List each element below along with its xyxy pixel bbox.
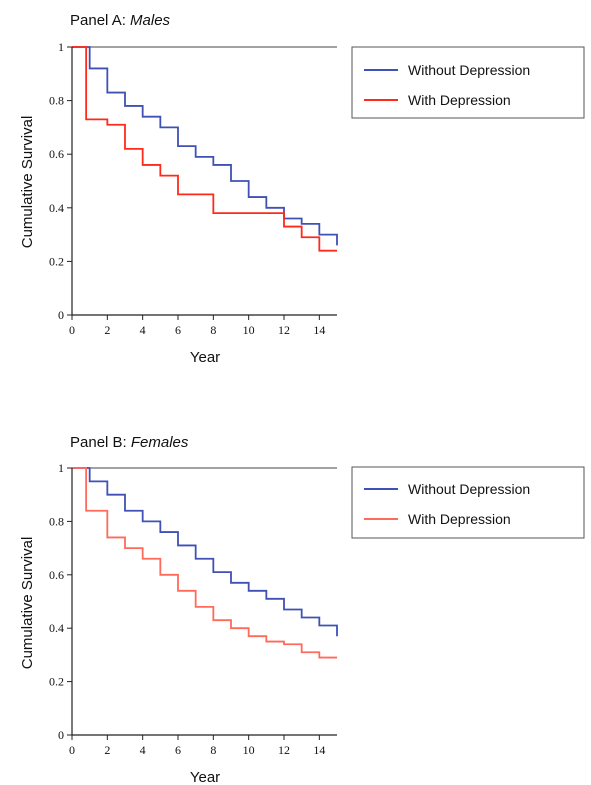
panel-b-x-tick-label: 2 xyxy=(104,743,110,757)
panel-a-legend-label-without: Without Depression xyxy=(408,62,530,78)
panel-b-y-tick-label: 0.4 xyxy=(49,621,64,635)
panel-a-x-tick-label: 0 xyxy=(69,323,75,337)
panel-a-y-tick-label: 0 xyxy=(58,308,64,322)
panel-b-legend: Without Depression With Depression xyxy=(351,466,585,539)
panel-b-plot-area: 0 2 4 6 8 10 12 14 0 0.2 0.4 0.6 0.8 1 xyxy=(49,461,338,757)
panel-b-x-tick-label: 12 xyxy=(278,743,290,757)
panel-b-x-tick-label: 4 xyxy=(140,743,146,757)
panel-b-title: Panel B: Females xyxy=(70,434,189,451)
panel-a-y-tick-label: 1 xyxy=(58,40,64,54)
panel-b-legend-label-without: Without Depression xyxy=(408,481,530,497)
panel-a-x-tick-label: 10 xyxy=(243,323,255,337)
panel-b-legend-box xyxy=(351,466,585,539)
panel-a-y-tick-label: 0.2 xyxy=(49,254,64,268)
panel-a-series-with-depression-line xyxy=(72,46,337,252)
panel-a-x-axis-label: Year xyxy=(190,349,220,366)
panel-a-legend: Without Depression With Depression xyxy=(351,46,585,119)
panel-b-series-with-depression-line xyxy=(72,467,337,659)
panel-a-x-tick-label: 8 xyxy=(210,323,216,337)
panel-b-y-tick-label: 1 xyxy=(58,461,64,475)
panel-a-y-axis-label: Cumulative Survival xyxy=(19,116,36,249)
panel-a-y-tick-label: 0.4 xyxy=(49,201,64,215)
panel-b-series-without-depression-line xyxy=(72,467,338,637)
panel-a-legend-box xyxy=(351,46,585,119)
panel-a-y-tick-label: 0.8 xyxy=(49,94,64,108)
panel-a-title-prefix: Panel A: xyxy=(70,12,130,29)
panel-b-title-prefix: Panel B: xyxy=(70,434,131,451)
panel-b-x-tick-label: 8 xyxy=(210,743,216,757)
panel-a-title-italic: Males xyxy=(130,12,171,29)
panel-a-x-tick-label: 12 xyxy=(278,323,290,337)
panel-a-x-tick-label: 4 xyxy=(140,323,146,337)
panel-b-x-tick-label: 14 xyxy=(313,743,325,757)
panel-b-x-tick-label: 6 xyxy=(175,743,181,757)
panel-b-y-tick-label: 0 xyxy=(58,728,64,742)
panel-b-title-italic: Females xyxy=(131,434,189,451)
panel-a-y-tick-label: 0.6 xyxy=(49,147,64,161)
panel-b-x-axis-label: Year xyxy=(190,769,220,785)
panel-b-legend-label-with: With Depression xyxy=(408,511,511,527)
panel-b-y-axis-label: Cumulative Survival xyxy=(19,537,36,670)
panel-a: Panel A: Males 0 2 4 6 8 10 12 14 0 0.2 0.4 0.6 0.8 1… xyxy=(19,12,585,366)
panel-b-x-tick-label: 0 xyxy=(69,743,75,757)
panel-a-series-without-depression-line xyxy=(72,46,338,246)
panel-b-y-tick-label: 0.2 xyxy=(49,675,64,689)
panel-b-y-tick-label: 0.8 xyxy=(49,514,64,528)
panel-a-x-tick-label: 14 xyxy=(313,323,325,337)
panel-a-legend-label-with: With Depression xyxy=(408,92,511,108)
panel-b: Panel B: Females 0 2 4 6 8 10 12 14 0 0.2 0.4 0.6 0.… xyxy=(19,434,585,785)
panel-a-x-tick-label: 6 xyxy=(175,323,181,337)
panel-b-y-tick-label: 0.6 xyxy=(49,568,64,582)
panel-b-x-tick-label: 10 xyxy=(243,743,255,757)
panel-a-plot-area: 0 2 4 6 8 10 12 14 0 0.2 0.4 0.6 0.8 1 xyxy=(49,40,338,337)
panel-a-title: Panel A: Males xyxy=(70,12,171,29)
panel-a-x-tick-label: 2 xyxy=(104,323,110,337)
